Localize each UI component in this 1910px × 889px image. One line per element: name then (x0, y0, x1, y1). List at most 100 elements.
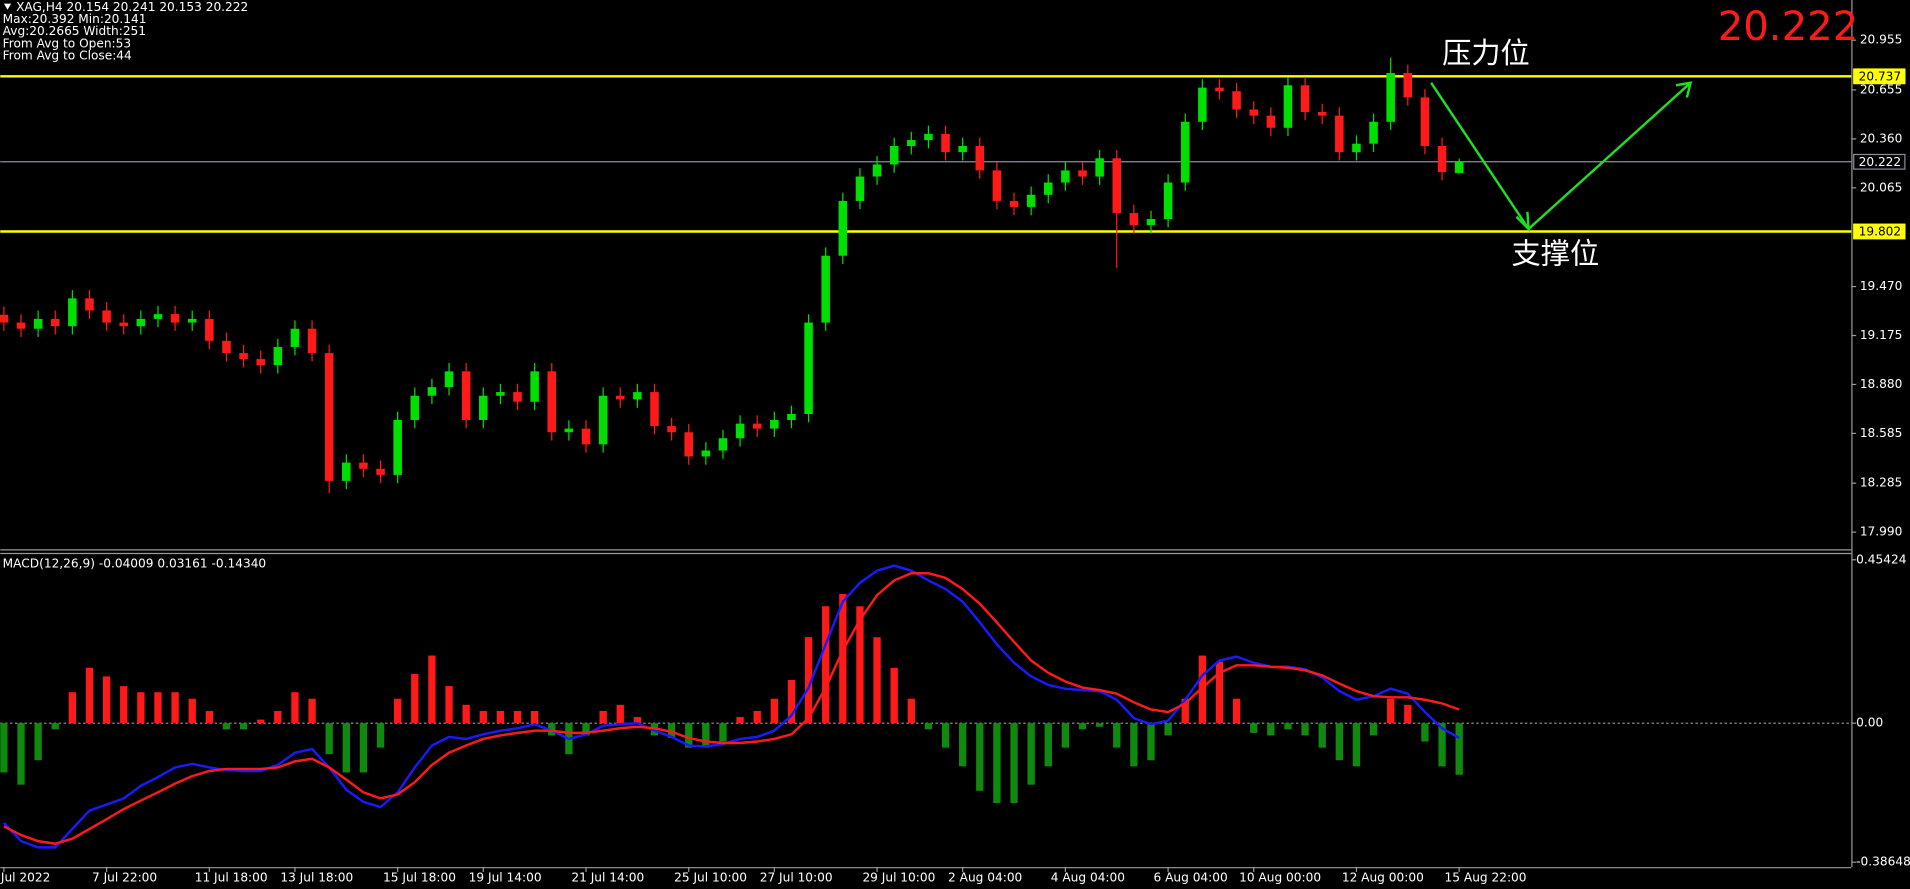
candle-body (1078, 170, 1087, 177)
histogram-bar (1010, 723, 1018, 804)
histogram-bar (1147, 723, 1155, 761)
histogram-bar (257, 719, 265, 724)
candle-body (1215, 87, 1224, 92)
candle-body (924, 133, 933, 141)
histogram-bar (907, 698, 915, 724)
histogram-bar (102, 676, 111, 724)
y-tick-label: 19.175 (1860, 328, 1903, 342)
histogram-bar (462, 704, 470, 724)
histogram-bar (274, 710, 282, 724)
candle-body (598, 395, 608, 445)
histogram-bar (1061, 723, 1070, 748)
candle-body (85, 298, 94, 311)
histogram-bar (513, 710, 522, 724)
histogram-bar (85, 667, 94, 724)
histogram-bar (702, 723, 710, 748)
histogram-bar (993, 723, 1001, 804)
candle-body (1180, 121, 1190, 183)
histogram-bar (1130, 723, 1138, 767)
histogram-bar (479, 710, 487, 724)
candle-body (1352, 143, 1361, 153)
histogram-bar (873, 637, 881, 724)
candle-body (239, 353, 248, 360)
candle-body (804, 322, 813, 414)
candle-body (650, 392, 659, 427)
candle-body (701, 450, 711, 457)
candle-body (376, 468, 385, 475)
y-tick-label: 18.285 (1860, 476, 1903, 490)
x-tick-label: 6 Aug 04:00 (1154, 871, 1228, 885)
histogram-bar (1250, 723, 1258, 733)
y-tick-label: 20.955 (1860, 33, 1903, 47)
arrow-head (1515, 211, 1531, 233)
candle-body (50, 318, 60, 327)
histogram-bar (753, 710, 761, 724)
candle-body (752, 423, 762, 429)
y-tick-label: 0.45424 (1856, 552, 1907, 566)
x-tick-label: 13 Jul 18:00 (280, 871, 353, 885)
candle-body (1095, 158, 1104, 177)
resistance-label: 压力位 (1442, 36, 1530, 70)
histogram-bar (428, 655, 436, 724)
histogram-bar (770, 698, 778, 724)
histogram-bar (1267, 723, 1275, 736)
candle-body (633, 392, 642, 400)
header-line: Max:20.392 Min:20.141 (3, 12, 147, 26)
last-price: 20.222 (1718, 4, 1859, 50)
histogram-bar (120, 686, 128, 724)
candle-body (1317, 112, 1327, 116)
histogram-bar (924, 723, 933, 730)
histogram-bar (1369, 723, 1378, 736)
header-line: From Avg to Close:44 (3, 49, 132, 63)
x-tick-label: 12 Aug 00:00 (1342, 871, 1424, 885)
x-tick-label: 29 Jul 10:00 (862, 871, 935, 885)
candle-body (1163, 182, 1173, 220)
histogram-bar (1164, 723, 1172, 736)
collapse-icon (3, 3, 12, 10)
candle-body (735, 423, 745, 439)
histogram-bar (308, 698, 316, 724)
histogram-bar (719, 723, 727, 742)
histogram-bar (787, 680, 796, 724)
histogram-bar (411, 673, 419, 724)
histogram-bar (496, 710, 505, 724)
candle-body (667, 426, 676, 433)
y-tick-label: 19.470 (1860, 279, 1903, 293)
candle-body (855, 176, 865, 201)
candle-body (872, 164, 882, 177)
x-tick-label: 10 Aug 00:00 (1239, 871, 1321, 885)
candle-body (342, 462, 351, 481)
histogram-bar (1044, 723, 1052, 767)
arrow-head (1675, 81, 1693, 98)
candle-body (1129, 213, 1139, 226)
histogram-bar (633, 717, 642, 724)
histogram-bar (1095, 723, 1104, 727)
candle-body (1146, 219, 1156, 226)
candle-body (444, 371, 454, 388)
candle-body (1112, 158, 1122, 214)
candle-body (136, 318, 146, 327)
histogram-bar (822, 606, 830, 724)
histogram-bar (342, 723, 350, 773)
candle-body (359, 462, 368, 469)
y-tick-label: 20.065 (1860, 180, 1903, 194)
candle-body (787, 413, 796, 420)
candle-body (427, 387, 437, 396)
x-tick-label: 19 Jul 14:00 (469, 871, 542, 885)
candle-body (907, 140, 916, 147)
histogram-bar (137, 692, 145, 724)
candle-body (0, 314, 9, 323)
x-tick-label: 7 Jul 22:00 (92, 871, 157, 885)
y-tick-label: 20.360 (1860, 131, 1903, 145)
candle-body (770, 419, 779, 429)
header-line: Avg:20.2665 Width:251 (3, 24, 146, 38)
macd-title: MACD(12,26,9) -0.04009 0.03161 -0.14340 (3, 556, 266, 570)
histogram-bar (1027, 723, 1035, 785)
candle-body (530, 371, 539, 402)
histogram-bar (239, 723, 248, 730)
x-tick-label: 11 Jul 18:00 (195, 871, 268, 885)
arrow-annotation (1430, 81, 1693, 233)
candle-body (461, 371, 471, 420)
candle-body (992, 170, 1002, 201)
histogram-bar (1232, 698, 1241, 724)
